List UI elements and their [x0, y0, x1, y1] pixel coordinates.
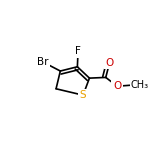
- Text: O: O: [105, 57, 114, 67]
- Text: S: S: [80, 90, 86, 100]
- Text: Br: Br: [37, 57, 48, 67]
- Text: O: O: [113, 81, 121, 91]
- Text: F: F: [75, 46, 81, 56]
- Text: CH₃: CH₃: [131, 80, 149, 90]
